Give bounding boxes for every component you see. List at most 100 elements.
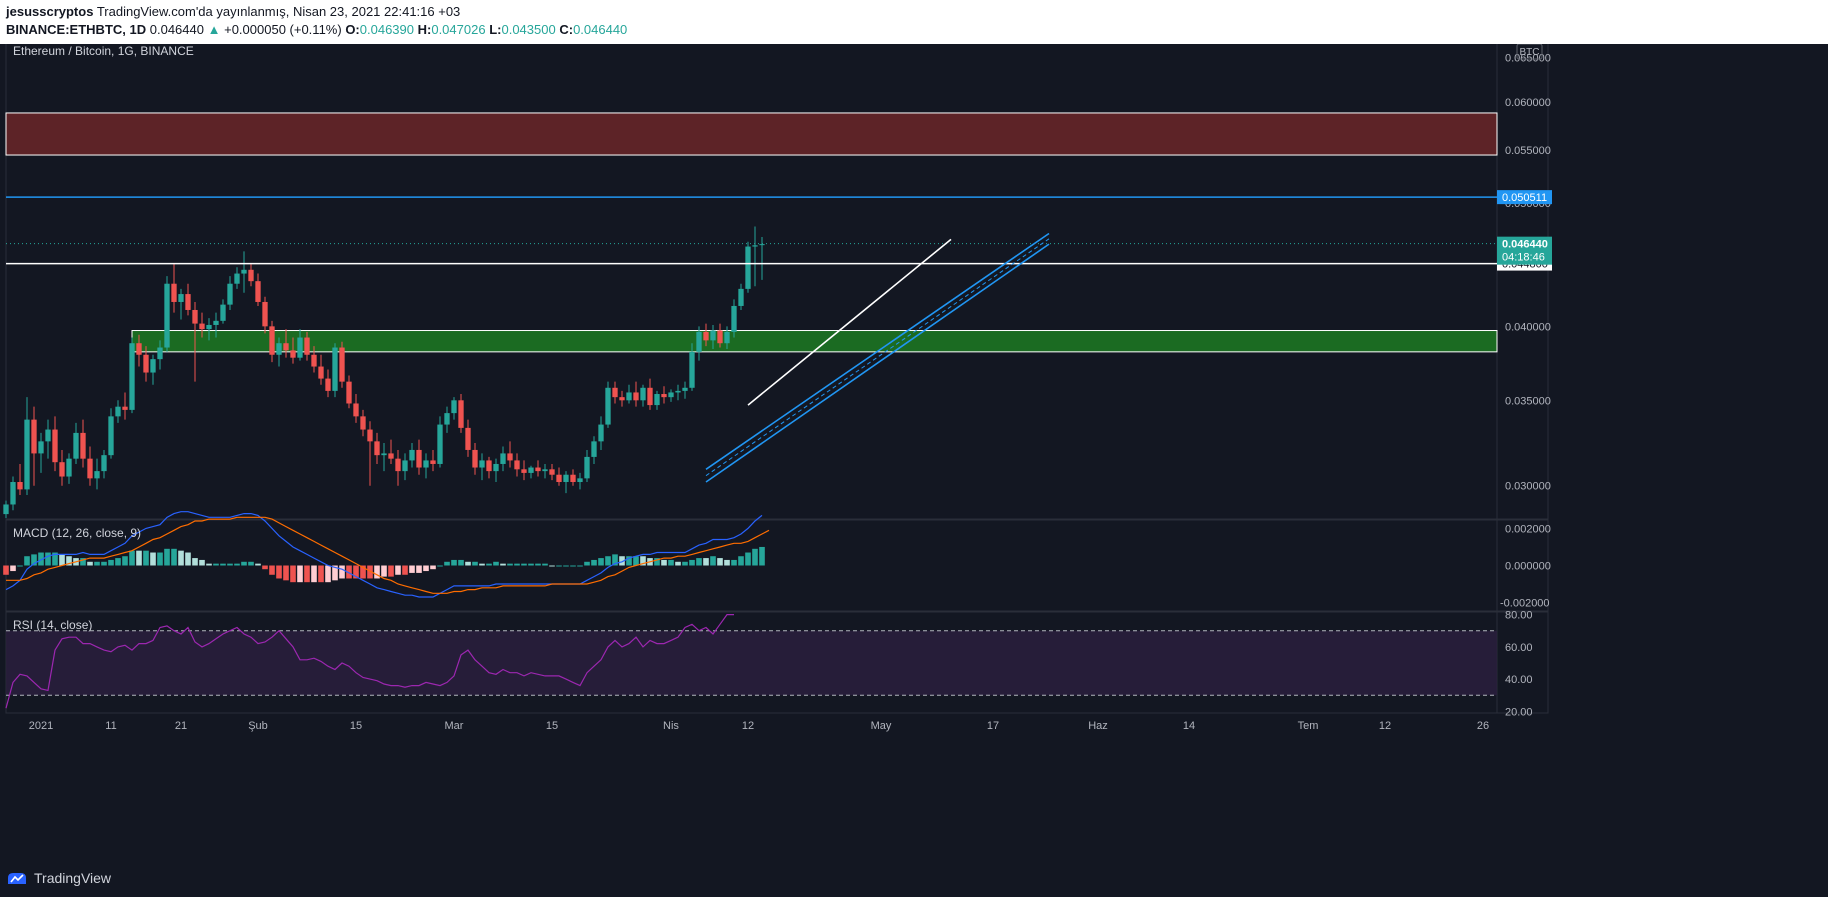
time-tick: 2021 bbox=[29, 720, 53, 732]
time-tick: Nis bbox=[663, 720, 679, 732]
candle-body bbox=[157, 347, 163, 360]
macd-histogram-bar bbox=[731, 559, 737, 566]
author-name[interactable]: jesusscryptos bbox=[6, 4, 94, 19]
macd-histogram-bar bbox=[738, 556, 744, 566]
candle-body bbox=[535, 467, 541, 472]
candle-body bbox=[458, 400, 464, 428]
candle-body bbox=[213, 320, 219, 325]
candle-body bbox=[696, 331, 702, 352]
macd-histogram-bar bbox=[143, 550, 149, 566]
macd-histogram-bar bbox=[185, 552, 191, 566]
candle-body bbox=[31, 419, 37, 454]
currency-badge: BTC bbox=[1520, 47, 1540, 58]
macd-histogram-bar bbox=[654, 558, 660, 566]
macd-histogram-bar bbox=[31, 554, 37, 566]
macd-histogram-bar bbox=[612, 554, 618, 566]
countdown-tag: 04:18:46 bbox=[1502, 252, 1545, 264]
candle-body bbox=[304, 337, 310, 355]
candle-body bbox=[66, 458, 72, 477]
candle-body bbox=[647, 387, 653, 406]
tradingview-logo[interactable]: TradingView bbox=[6, 870, 111, 886]
macd-histogram-bar bbox=[108, 559, 114, 566]
candle-body bbox=[486, 460, 492, 472]
open-value: 0.046390 bbox=[359, 22, 414, 37]
time-tick: 12 bbox=[1379, 720, 1391, 732]
macd-histogram-bar bbox=[745, 552, 751, 566]
macd-histogram-bar bbox=[318, 565, 324, 583]
candle-body bbox=[591, 441, 597, 457]
macd-histogram-bar bbox=[262, 565, 268, 570]
chart-canvas[interactable]: MACD (12, 26, close, 9) RSI (14, close) … bbox=[0, 44, 1828, 862]
candle-body bbox=[283, 343, 289, 351]
publish-info: jesusscryptos TradingView.com'da yayınla… bbox=[6, 4, 460, 19]
candle-body bbox=[87, 458, 93, 479]
candle-body bbox=[220, 304, 226, 321]
candle-body bbox=[374, 441, 380, 456]
candle-body bbox=[731, 305, 737, 332]
macd-histogram-bar bbox=[353, 565, 359, 579]
candle-body bbox=[563, 474, 569, 483]
candle-body bbox=[332, 347, 338, 391]
price-tick: 0.030000 bbox=[1505, 481, 1551, 493]
macd-histogram-bar bbox=[220, 563, 226, 566]
candle-body bbox=[542, 469, 548, 472]
macd-histogram-bar bbox=[325, 565, 331, 583]
candle-body bbox=[612, 387, 618, 398]
macd-histogram-bar bbox=[171, 548, 177, 566]
macd-histogram-bar bbox=[479, 563, 485, 566]
macd-tick: -0.002000 bbox=[1500, 598, 1550, 610]
macd-histogram-bar bbox=[129, 550, 135, 566]
close-label: C: bbox=[559, 22, 574, 37]
macd-histogram-bar bbox=[689, 559, 695, 566]
macd-tick: 0.002000 bbox=[1505, 523, 1551, 535]
macd-histogram-bar bbox=[276, 565, 282, 579]
macd-histogram-bar bbox=[528, 563, 534, 566]
candle-body bbox=[360, 416, 366, 430]
candle-body bbox=[73, 432, 79, 459]
last-price-text: 0.046440 bbox=[149, 22, 204, 37]
candle-body bbox=[276, 343, 282, 355]
macd-histogram-bar bbox=[227, 563, 233, 566]
candle-body bbox=[528, 467, 534, 473]
rsi-tick: 80.00 bbox=[1505, 610, 1533, 622]
candle-body bbox=[675, 390, 681, 393]
channel-lower bbox=[705, 243, 1050, 483]
candle-body bbox=[570, 474, 576, 483]
macd-histogram-bar bbox=[3, 565, 9, 575]
time-tick: 21 bbox=[175, 720, 187, 732]
candle-body bbox=[269, 326, 275, 355]
macd-line bbox=[5, 511, 763, 598]
macd-histogram-bar bbox=[80, 558, 86, 566]
candle-body bbox=[262, 301, 268, 327]
macd-histogram-bar bbox=[269, 565, 275, 575]
candle-body bbox=[710, 330, 716, 341]
macd-histogram-bar bbox=[430, 565, 436, 570]
candle-body bbox=[136, 343, 142, 355]
macd-histogram-bar bbox=[38, 552, 44, 566]
time-tick: 15 bbox=[350, 720, 362, 732]
candle-body bbox=[759, 244, 765, 246]
candle-body bbox=[507, 453, 513, 461]
candle-body bbox=[346, 381, 352, 404]
candle-body bbox=[682, 387, 688, 391]
macd-histogram-bar bbox=[458, 559, 464, 566]
blue-level-tag: 0.050511 bbox=[1502, 192, 1547, 204]
time-tick: Haz bbox=[1088, 720, 1108, 732]
chart-header: jesusscryptos TradingView.com'da yayınla… bbox=[0, 0, 1828, 44]
candle-body bbox=[465, 427, 471, 450]
candle-body bbox=[395, 458, 401, 472]
macd-histogram-bar bbox=[584, 561, 590, 566]
macd-histogram-bar bbox=[710, 556, 716, 566]
candle-body bbox=[206, 324, 212, 330]
macd-histogram-bar bbox=[115, 558, 121, 566]
candle-body bbox=[367, 429, 373, 442]
candle-body bbox=[325, 378, 331, 391]
macd-histogram-bar bbox=[192, 558, 198, 566]
candle-body bbox=[752, 245, 758, 247]
candle-body bbox=[185, 294, 191, 310]
white-trendline bbox=[747, 238, 952, 406]
rsi-tick: 60.00 bbox=[1505, 642, 1533, 654]
time-tick: 11 bbox=[105, 720, 116, 732]
macd-histogram-bar bbox=[626, 556, 632, 566]
candle-body bbox=[689, 351, 695, 388]
